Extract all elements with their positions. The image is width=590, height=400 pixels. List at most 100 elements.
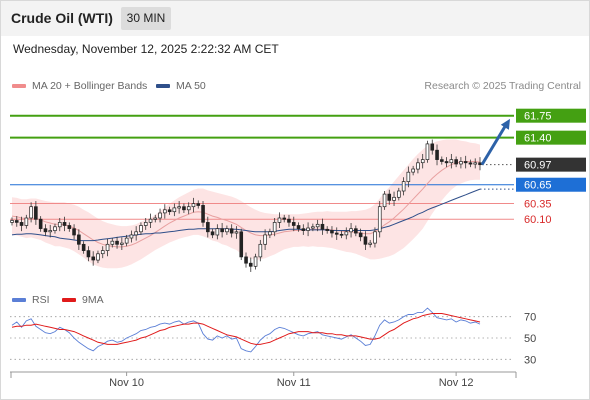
candle-body [14, 220, 19, 223]
candle-body [62, 222, 67, 226]
candle-body [325, 228, 330, 231]
time-tick-label: Nov 11 [277, 377, 311, 389]
level-label-61-75: 61.75 [524, 111, 552, 123]
candle-body [263, 234, 267, 245]
candle-body [134, 231, 138, 236]
candle-body [258, 243, 263, 258]
candle-body [153, 217, 158, 220]
header-bar: Crude Oil (WTI) 30 MIN [0, 0, 590, 36]
candle-body [210, 231, 215, 236]
legend-ma20-bollinger: MA 20 + Bollinger Bands [12, 80, 147, 92]
candle-body [96, 253, 100, 261]
level-label-60-35: 60.35 [524, 199, 552, 211]
candle-body [34, 206, 38, 220]
candle-body [191, 203, 196, 208]
timestamp: Wednesday, November 12, 2025 2:22:32 AM … [13, 42, 279, 56]
candle-body [373, 231, 377, 244]
candle-body [349, 228, 353, 233]
time-tick-label: Nov 12 [439, 377, 474, 389]
candle-body [19, 222, 24, 226]
candle-body [320, 223, 325, 230]
candle-body [229, 228, 234, 234]
current-price-label: 60.97 [524, 160, 552, 172]
level-lines: 61.75 61.40 60.97 60.65 60.35 60.10 [10, 108, 586, 226]
candle-body [139, 225, 143, 233]
candles [10, 139, 482, 272]
candle-body [444, 161, 449, 164]
legend-9ma: 9MA [62, 294, 104, 306]
candle-body [268, 231, 272, 236]
projection-arrow-shaft [480, 124, 508, 166]
rsi-9ma-line [11, 313, 481, 345]
rsi-tick-30: 30 [524, 354, 536, 366]
candle-body [120, 242, 124, 245]
candle-body [225, 228, 229, 233]
candle-body [425, 143, 430, 160]
candle-body [382, 193, 387, 208]
candle-body [234, 231, 239, 234]
candle-body [344, 231, 349, 236]
legend-ma50-label: MA 50 [176, 80, 206, 92]
candle-body [206, 222, 210, 233]
timeframe-button[interactable]: 30 MIN [121, 7, 171, 30]
candle-body [91, 256, 96, 261]
candle-body [334, 232, 339, 235]
candle-body [397, 190, 401, 198]
candle-body [48, 230, 53, 233]
candle-body [463, 161, 468, 164]
candle-body [248, 262, 253, 267]
legend-ma20-swatch [12, 84, 26, 88]
candle-body [38, 218, 43, 229]
candle-body [311, 226, 315, 229]
candle-body [435, 149, 439, 160]
candle-body [411, 168, 415, 173]
candle-body [282, 217, 287, 220]
rsi-line [11, 307, 481, 353]
candle-body [291, 222, 296, 226]
candle-body [10, 220, 14, 223]
candle-body [330, 230, 334, 234]
candle-body [158, 212, 162, 219]
candle-body [86, 250, 91, 258]
legend-rsi: RSI [12, 294, 50, 306]
candle-body [182, 206, 186, 211]
candle-body [53, 226, 57, 231]
candle-body [72, 228, 76, 236]
candle-body [100, 250, 105, 255]
candle-body [77, 234, 81, 245]
candle-body [244, 256, 248, 264]
candle-body [124, 237, 129, 244]
candle-body [24, 217, 29, 226]
candle-body [220, 228, 224, 233]
candle-body [420, 159, 425, 164]
candle-body [115, 240, 119, 245]
candle-body [253, 256, 258, 267]
candle-body [401, 181, 406, 192]
legend-9ma-label: 9MA [82, 294, 104, 306]
candle-body [459, 161, 463, 165]
candle-body [354, 228, 358, 234]
candle-body [430, 143, 435, 151]
level-label-61-40: 61.40 [524, 133, 552, 145]
candle-body [306, 227, 310, 231]
legend-rsi-swatch [12, 298, 26, 302]
level-label-60-10: 60.10 [524, 214, 552, 226]
legend-rsi-label: RSI [32, 294, 50, 306]
legend-ma50: MA 50 [156, 80, 206, 92]
candle-body [186, 206, 191, 211]
instrument-title: Crude Oil (WTI) [11, 10, 113, 26]
legend-ma20-label: MA 20 + Bollinger Bands [32, 80, 148, 92]
candle-body [473, 162, 478, 165]
time-axis: Nov 10 Nov 11 Nov 12 [10, 371, 517, 389]
level-badge-60-65 [516, 177, 586, 192]
candle-body [358, 232, 363, 238]
candle-body [287, 218, 291, 223]
candle-body [301, 228, 306, 231]
rsi-tick-50: 50 [524, 333, 536, 345]
rsi-panel: 70 50 30 [10, 312, 536, 366]
candle-body [129, 234, 134, 239]
candle-body [148, 218, 153, 223]
level-badge-61-75 [516, 108, 586, 123]
candle-body [215, 228, 220, 236]
